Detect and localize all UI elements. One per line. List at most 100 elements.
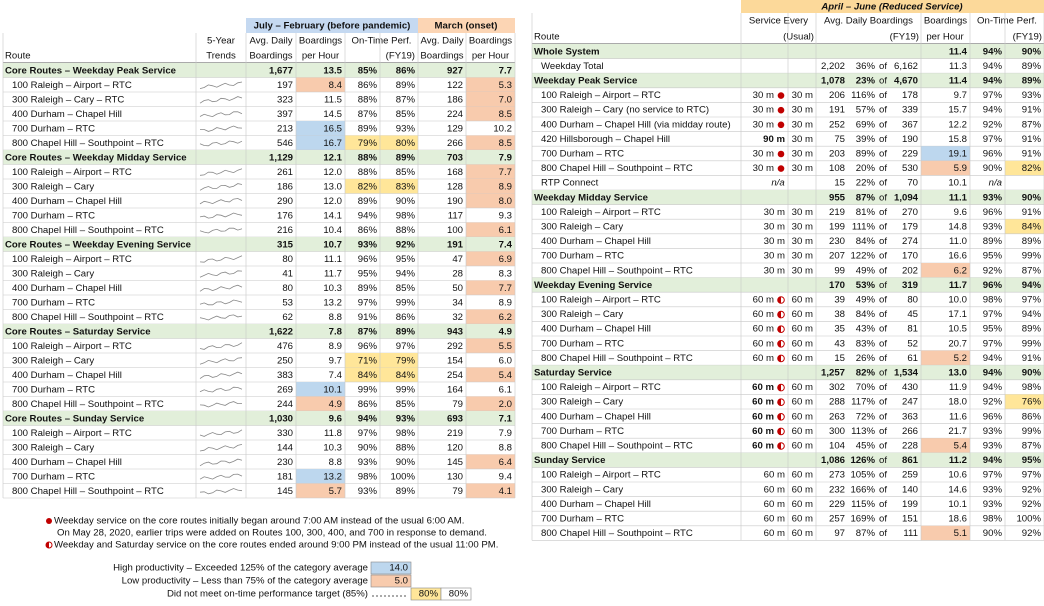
cell: 98%	[1022, 382, 1042, 393]
cell: 2.0	[499, 399, 512, 410]
cell: 89%	[396, 80, 416, 91]
cell: 99%	[358, 384, 378, 395]
cell: 100	[447, 225, 463, 236]
cell: 79	[452, 486, 463, 497]
cell: 60 m	[752, 441, 774, 452]
route-name: 300 Raleigh – Cary	[12, 442, 94, 453]
group-name: Weekday Evening Service	[534, 280, 652, 291]
cell: 89%	[358, 196, 378, 207]
cell: 247	[902, 397, 918, 408]
group-name: Core Routes – Saturday Service	[5, 326, 151, 337]
cell: 12.1	[323, 152, 342, 163]
cell: 45	[907, 309, 918, 320]
highlight	[380, 179, 418, 194]
of-label: of	[879, 265, 887, 276]
highlight	[466, 179, 515, 194]
cell: 7.7	[499, 283, 512, 294]
cell: 861	[902, 455, 919, 466]
trend-sparkline	[199, 401, 243, 408]
group-name: Weekday Peak Service	[534, 76, 637, 87]
cell: 93%	[358, 239, 378, 250]
cell: 93%	[983, 222, 1003, 233]
cell: 49%	[856, 295, 876, 306]
of-label: of	[879, 426, 887, 437]
cell: 30 m	[792, 90, 813, 101]
highlight	[466, 193, 515, 208]
trend-sparkline	[199, 96, 243, 104]
cell: 30 m	[764, 251, 785, 262]
highlight	[380, 353, 418, 368]
cell: 92%	[396, 239, 416, 250]
cell: 10.4	[323, 225, 342, 236]
cell: 164	[447, 384, 464, 395]
highlight	[466, 135, 515, 150]
cell: 1,078	[821, 76, 846, 87]
cell: 546	[277, 138, 293, 149]
cell: 955	[829, 192, 846, 203]
route-name: 100 Raleigh – Airport – RTC	[12, 80, 132, 91]
cell: 60 m	[752, 382, 774, 393]
trend-sparkline	[199, 444, 243, 452]
early-start-icon	[777, 150, 785, 158]
route-name: 400 Durham – Chapel Hill	[12, 370, 122, 381]
cell: 5.9	[954, 163, 967, 174]
of-label: of	[879, 353, 887, 364]
route-name: 400 Durham – Chapel Hill	[541, 499, 651, 510]
cell: 95%	[1022, 455, 1042, 466]
highlight	[296, 396, 345, 411]
cell: 261	[277, 167, 293, 178]
cell: 60 m	[792, 295, 813, 306]
cell: 96%	[983, 411, 1003, 422]
route-name: 100 Raleigh – Airport – RTC	[12, 167, 132, 178]
cell: 97	[834, 528, 845, 539]
cell: 476	[277, 341, 293, 352]
cell: 86%	[396, 312, 416, 323]
cell: 92%	[983, 265, 1003, 276]
trend-sparkline	[199, 284, 243, 292]
cell: 339	[902, 105, 918, 116]
highlight	[296, 382, 345, 397]
group-row-bg	[3, 237, 515, 252]
of-label: of	[879, 236, 887, 247]
route-name: 800 Chapel Hill – Southpoint – RTC	[12, 225, 164, 236]
cell: 703	[447, 152, 463, 163]
highlight	[466, 338, 515, 353]
cell: 96%	[983, 149, 1003, 160]
cell: 26%	[856, 353, 876, 364]
cell: 90 m	[763, 134, 785, 145]
highlight	[466, 396, 515, 411]
column-header: per Hour	[926, 32, 964, 43]
column-header: Trends	[206, 51, 236, 62]
cell: 10.2	[493, 123, 512, 134]
cell: 186	[277, 181, 293, 192]
cell: 98%	[983, 514, 1003, 525]
cell: 232	[829, 484, 845, 495]
cell: 254	[447, 370, 464, 381]
cell: 30 m	[792, 236, 813, 247]
cell: 89%	[1022, 76, 1042, 87]
route-name: 800 Chapel Hill – Southpoint – RTC	[541, 163, 693, 174]
cell: 72%	[856, 411, 876, 422]
cell: 430	[902, 382, 918, 393]
cell: 11.7	[324, 268, 342, 279]
group-row-bg	[3, 324, 515, 339]
of-label: of	[879, 324, 887, 335]
cell: 323	[277, 94, 293, 105]
cell: 80	[907, 295, 918, 306]
cell: 60 m	[792, 338, 813, 349]
cell: 22%	[856, 178, 876, 189]
cell: 97%	[358, 297, 378, 308]
highlight	[345, 179, 380, 194]
early-start-icon	[777, 121, 785, 129]
route-name: 400 Durham – Chapel Hill	[541, 324, 651, 335]
cell: 92%	[983, 397, 1003, 408]
cell: 10.0	[948, 295, 967, 306]
route-name: 800 Chapel Hill – Southpoint – RTC	[541, 353, 693, 364]
route-name: 800 Chapel Hill – Southpoint – RTC	[12, 138, 164, 149]
of-label: of	[879, 163, 887, 174]
cell: 263	[829, 411, 845, 422]
cell: 199	[829, 222, 845, 233]
cell: 84%	[358, 370, 378, 381]
cell: 8.5	[499, 138, 512, 149]
